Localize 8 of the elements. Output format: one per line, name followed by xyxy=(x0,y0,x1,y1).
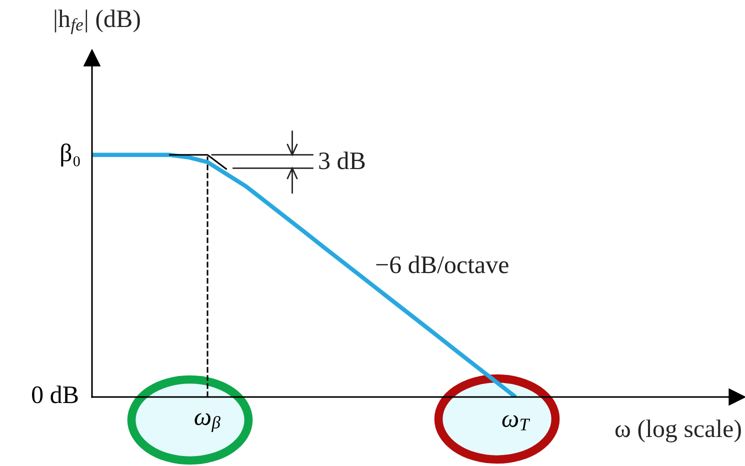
x-tick-label: ω$_{β}$ xyxy=(194,413,220,432)
text: β₀ xyxy=(61,144,80,166)
y-axis-title: |h$_{fe}$| (dB) xyxy=(54,10,140,34)
x-tick-label: ω$_{T}$ xyxy=(502,415,530,430)
x-axis-title: ω (log scale) xyxy=(615,420,741,442)
annotation: −6 dB/octave xyxy=(376,256,508,274)
annotation: 3 dB xyxy=(319,152,365,170)
text: 0 dB xyxy=(32,386,78,404)
